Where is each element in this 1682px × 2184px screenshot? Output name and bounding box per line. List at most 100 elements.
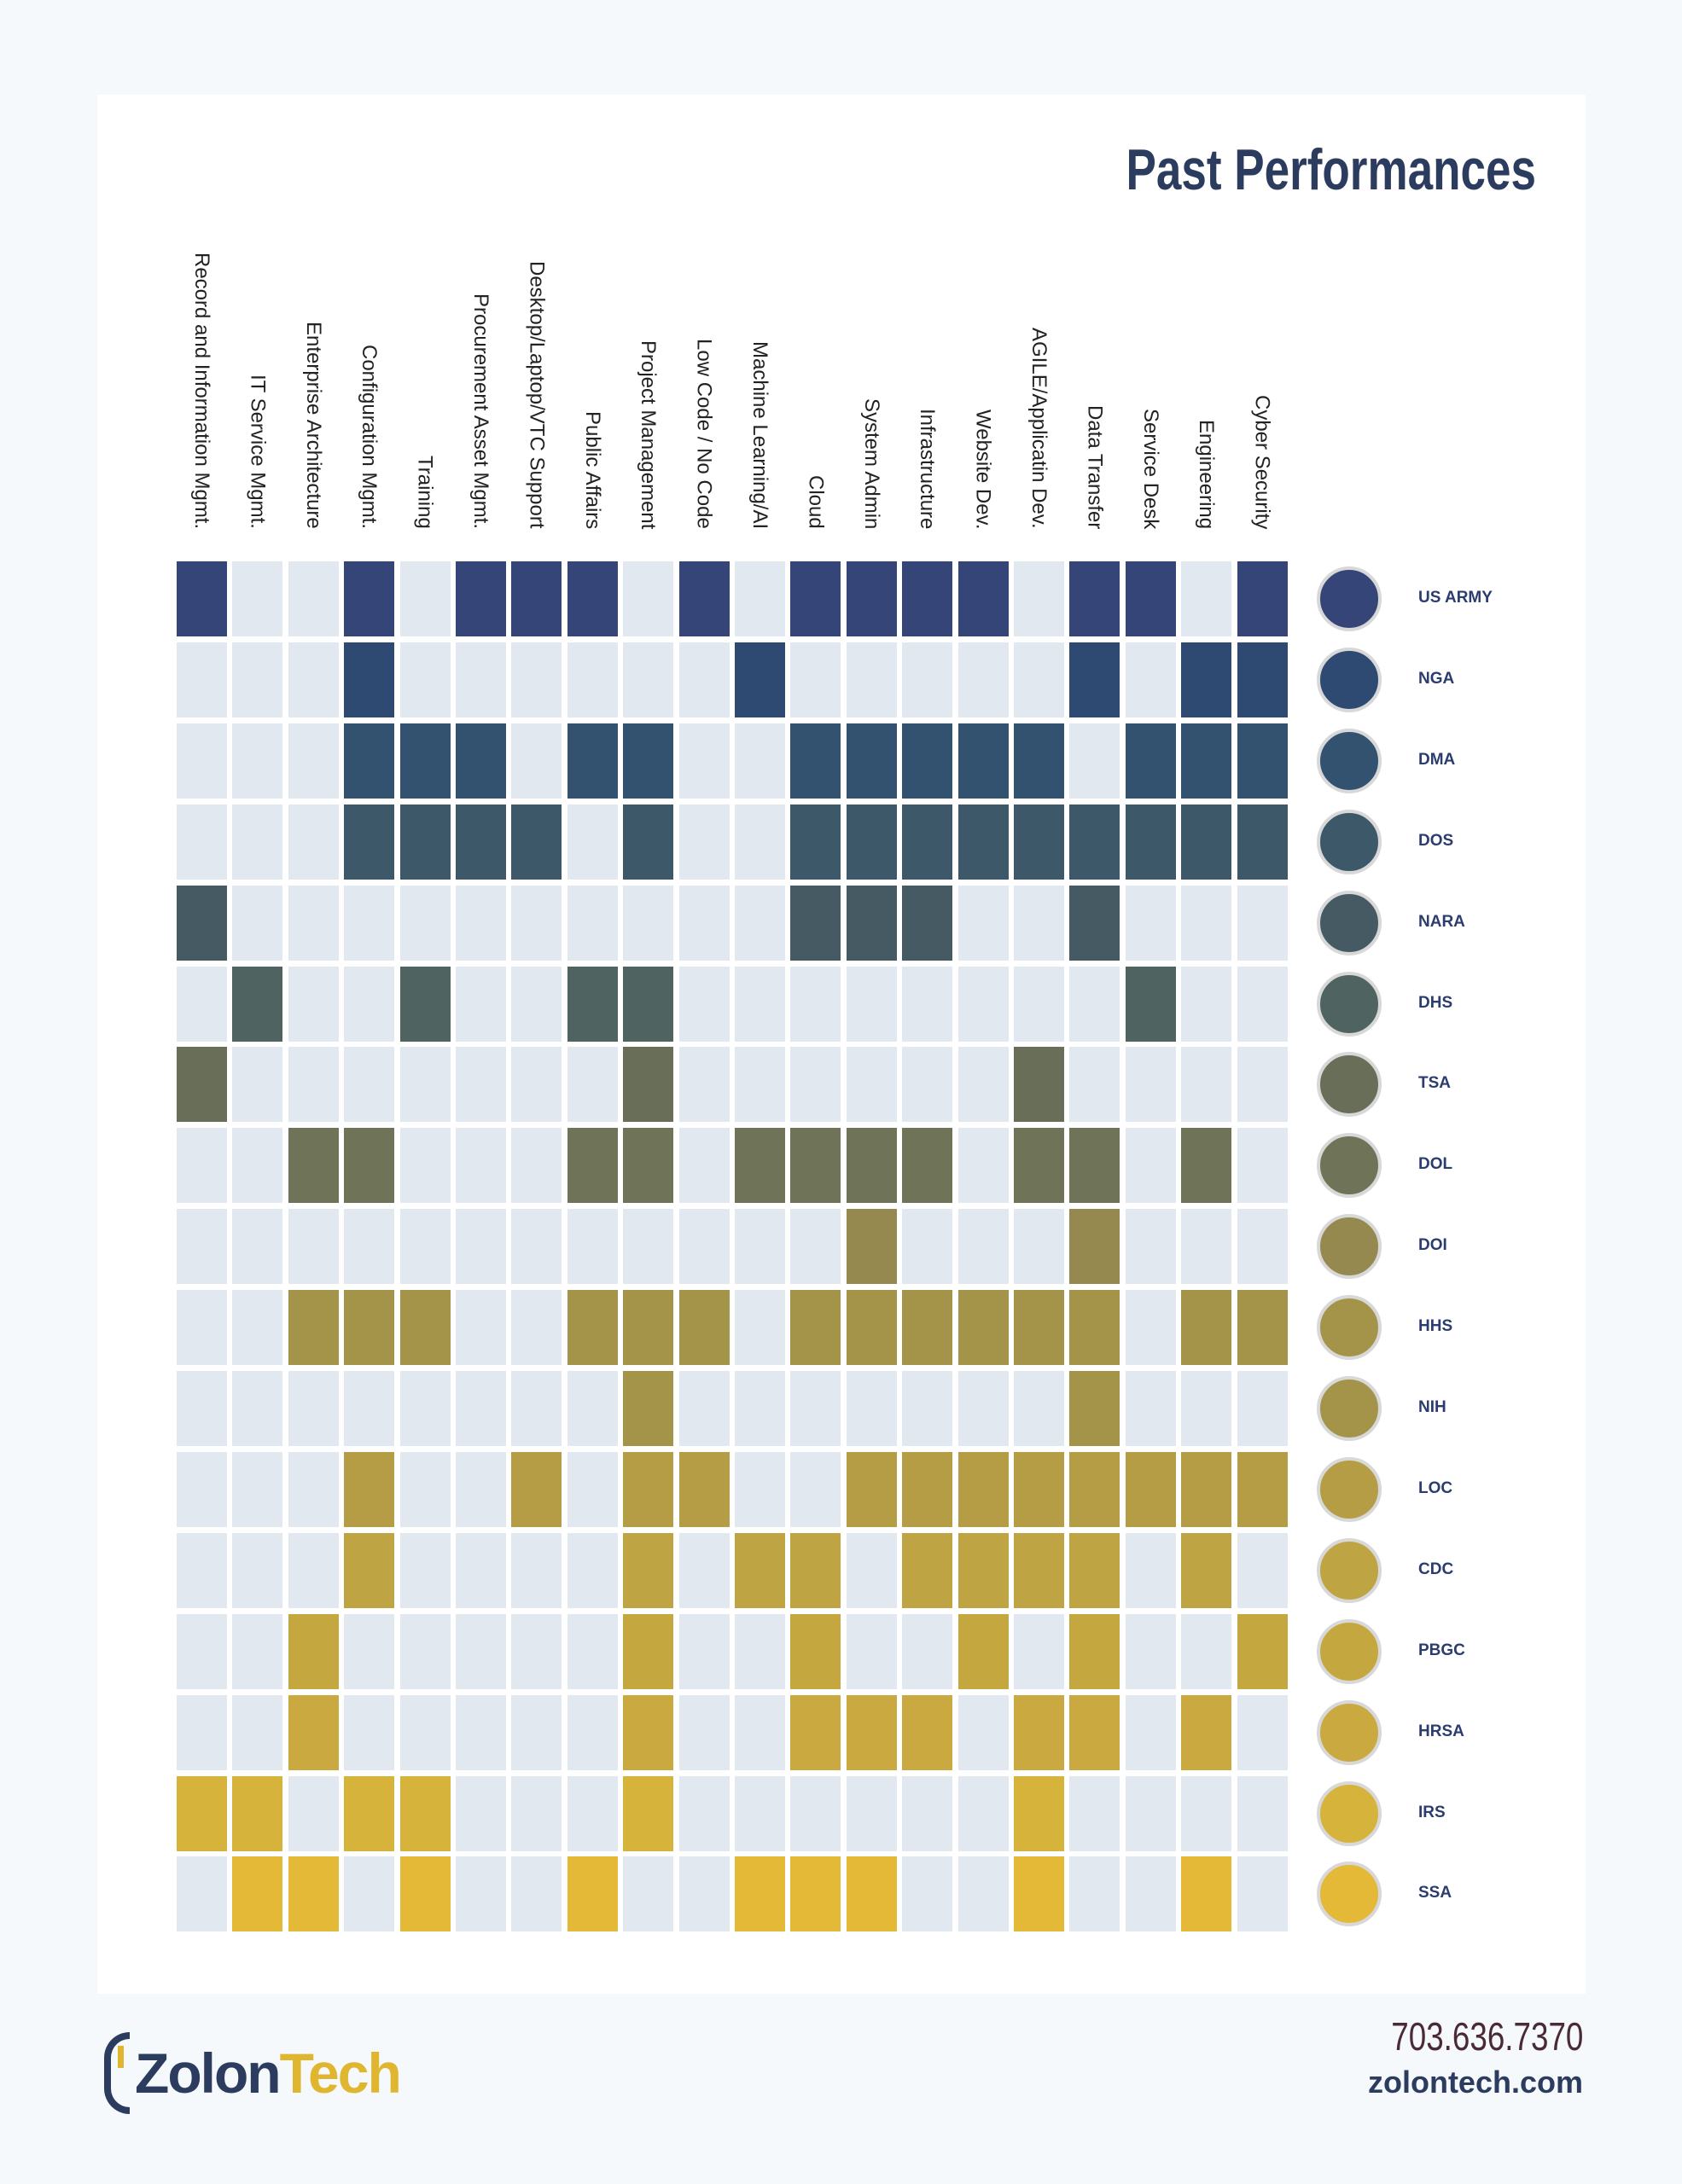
matrix-cell-filled	[957, 1532, 1009, 1608]
matrix-cell-empty	[1014, 561, 1064, 636]
matrix-cell-filled	[957, 804, 1009, 880]
matrix-cell-filled	[790, 804, 841, 880]
matrix-cell-empty	[177, 1694, 227, 1770]
column-header: Low Code / No Code	[692, 339, 716, 529]
column-header: Project Management	[637, 340, 661, 529]
column-header: Cyber Security	[1250, 394, 1274, 529]
army-star-icon	[1317, 566, 1382, 631]
matrix-cell-empty	[288, 723, 339, 799]
agency-label: LOC	[1418, 1478, 1453, 1497]
matrix-cell-empty	[511, 966, 562, 1042]
matrix-cell-filled	[1014, 1047, 1064, 1123]
matrix-cell-filled	[288, 1290, 339, 1366]
column-header: System Admin	[859, 398, 883, 529]
matrix-cell-empty	[1069, 1047, 1120, 1123]
tsa-seal-icon	[1317, 1052, 1382, 1118]
matrix-cell-filled	[288, 1856, 339, 1932]
agency-label: US ARMY	[1418, 589, 1493, 607]
matrix-cell-filled	[1014, 804, 1064, 880]
irs-eagle-icon	[1317, 1780, 1382, 1846]
matrix-cell-filled	[623, 1290, 674, 1366]
matrix-cell-empty	[456, 1128, 506, 1204]
matrix-cell-filled	[1237, 642, 1288, 717]
nih-badge-icon	[1317, 1376, 1382, 1441]
matrix-cell-filled	[1181, 804, 1232, 880]
matrix-cell-empty	[678, 966, 730, 1042]
matrix-cell-empty	[1125, 1613, 1176, 1689]
matrix-cell-filled	[846, 885, 897, 961]
matrix-cell-empty	[1237, 1047, 1288, 1123]
matrix-cell-filled	[567, 966, 618, 1042]
matrix-cell-empty	[846, 1775, 897, 1851]
matrix-cell-filled	[288, 1128, 339, 1204]
matrix-cell-empty	[678, 1371, 730, 1446]
matrix-cell-empty	[456, 1290, 506, 1366]
matrix-cell-empty	[957, 885, 1009, 961]
matrix-cell-filled	[344, 1775, 395, 1851]
matrix-cell-empty	[1014, 642, 1064, 717]
ssa-seal-icon	[1317, 1862, 1382, 1927]
matrix-cell-filled	[1014, 1451, 1064, 1527]
matrix-cell-filled	[456, 804, 506, 880]
matrix-cell-filled	[623, 1047, 674, 1123]
matrix-cell-empty	[735, 1209, 785, 1285]
matrix-cell-empty	[902, 642, 953, 717]
matrix-cell-filled	[1125, 966, 1176, 1042]
column-header: AGILE/Applicatin Dev.	[1027, 328, 1051, 529]
matrix-cell-filled	[1237, 1290, 1288, 1366]
matrix-cell-filled	[623, 1128, 674, 1204]
matrix-cell-empty	[735, 966, 785, 1042]
website-link[interactable]: zolontech.com	[1367, 2065, 1583, 2100]
matrix-cell-empty	[735, 1451, 785, 1527]
matrix-cell-filled	[902, 561, 953, 636]
matrix-cell-empty	[567, 1209, 618, 1285]
matrix-cell-filled	[790, 561, 841, 636]
matrix-cell-filled	[790, 1532, 841, 1608]
matrix-cell-filled	[232, 1775, 283, 1851]
agency-label: SSA	[1418, 1884, 1452, 1902]
matrix-cell-filled	[344, 1451, 395, 1527]
column-header: Machine Learning/AI	[748, 340, 771, 529]
matrix-cell-filled	[232, 1856, 283, 1932]
matrix-cell-empty	[735, 1694, 785, 1770]
matrix-cell-empty	[1125, 642, 1176, 717]
matrix-cell-filled	[1014, 1775, 1064, 1851]
matrix-cell-filled	[177, 561, 227, 636]
matrix-cell-empty	[177, 1209, 227, 1285]
matrix-cell-empty	[511, 1047, 562, 1123]
matrix-cell-empty	[678, 723, 730, 799]
matrix-cell-empty	[288, 1371, 339, 1446]
matrix-cell-empty	[1181, 561, 1232, 636]
matrix-cell-filled	[399, 804, 451, 880]
matrix-cell-empty	[678, 1532, 730, 1608]
matrix-cell-empty	[456, 1775, 506, 1851]
agency-label: CDC	[1418, 1560, 1454, 1578]
matrix-cell-empty	[399, 1371, 451, 1446]
matrix-cell-empty	[399, 1451, 451, 1527]
eagle-archives-icon	[1317, 890, 1382, 956]
matrix-cell-filled	[623, 1451, 674, 1527]
matrix-cell-empty	[790, 1451, 841, 1527]
matrix-cell-filled	[1125, 723, 1176, 799]
matrix-cell-filled	[456, 561, 506, 636]
matrix-cell-filled	[399, 1856, 451, 1932]
matrix-cell-empty	[232, 723, 283, 799]
matrix-cell-empty	[1014, 1613, 1064, 1689]
matrix-cell-empty	[902, 1775, 953, 1851]
dhs-seal-icon	[1317, 971, 1382, 1037]
matrix-cell-empty	[790, 966, 841, 1042]
matrix-cell-empty	[902, 1047, 953, 1123]
matrix-cell-empty	[1181, 966, 1232, 1042]
matrix-cell-filled	[1069, 1290, 1120, 1366]
matrix-cell-filled	[623, 966, 674, 1042]
matrix-cell-filled	[1181, 1128, 1232, 1204]
column-header: Service Desk	[1138, 408, 1162, 529]
matrix-cell-filled	[232, 966, 283, 1042]
matrix-cell-filled	[678, 561, 730, 636]
matrix-cell-filled	[1069, 1694, 1120, 1770]
matrix-cell-filled	[344, 723, 395, 799]
matrix-cell-filled	[623, 1532, 674, 1608]
agency-label: NGA	[1418, 669, 1455, 688]
matrix-cell-empty	[456, 1694, 506, 1770]
matrix-cell-empty	[735, 804, 785, 880]
